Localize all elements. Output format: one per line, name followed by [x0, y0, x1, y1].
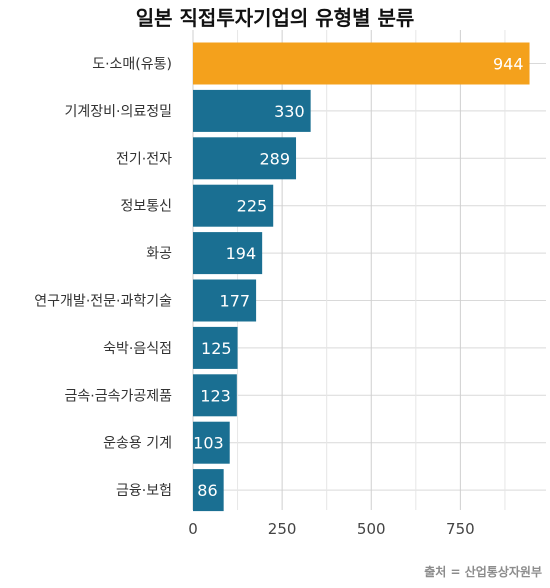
x-tick-label: 500	[357, 520, 386, 538]
bar	[193, 326, 238, 369]
category-label: 금융·보험	[116, 483, 172, 499]
category-label: 도·소매(유통)	[92, 57, 172, 73]
category-label: 금속·금속가공제품	[65, 388, 173, 404]
bar	[193, 374, 237, 417]
value-label: 289	[259, 149, 290, 168]
value-label: 86	[197, 481, 217, 500]
bar	[193, 279, 257, 322]
value-label: 330	[274, 102, 305, 121]
x-tick-label: 0	[188, 520, 198, 538]
source-note: 출처 = 산업통상자원부	[424, 565, 542, 579]
category-label: 숙박·음식점	[103, 341, 172, 357]
x-tick-label: 250	[268, 520, 297, 538]
value-labels: 944 330 289 225 194 177 125 123 103 86	[193, 55, 523, 501]
bar	[193, 469, 224, 512]
chart-title: 일본 직접투자기업의 유형별 분류	[135, 6, 415, 30]
category-label: 기계장비·의료정밀	[65, 104, 173, 120]
bar	[193, 42, 530, 85]
bar	[193, 232, 263, 275]
category-label: 연구개발·전문·과학기술	[34, 294, 172, 310]
value-label: 944	[493, 55, 524, 74]
bar	[193, 184, 274, 227]
value-label: 225	[237, 197, 268, 216]
category-labels: 도·소매(유통) 기계장비·의료정밀전기·전자정보통신화공연구개발·전문·과학기술…	[34, 57, 172, 500]
bar	[193, 89, 311, 132]
bar	[193, 421, 230, 464]
category-label: 화공	[146, 246, 172, 262]
category-label: 정보통신	[120, 199, 172, 215]
value-label: 125	[201, 339, 232, 358]
value-label: 194	[226, 244, 257, 263]
category-label: 전기·전자	[116, 151, 172, 167]
value-label: 177	[220, 292, 251, 311]
bars	[193, 42, 530, 512]
x-axis-tick-labels: 0 250 500 750	[188, 520, 474, 538]
bar	[193, 137, 297, 180]
value-label: 103	[193, 434, 224, 453]
value-label: 123	[200, 386, 231, 405]
category-label: 운송용 기계	[103, 436, 172, 452]
x-tick-label: 750	[446, 520, 475, 538]
